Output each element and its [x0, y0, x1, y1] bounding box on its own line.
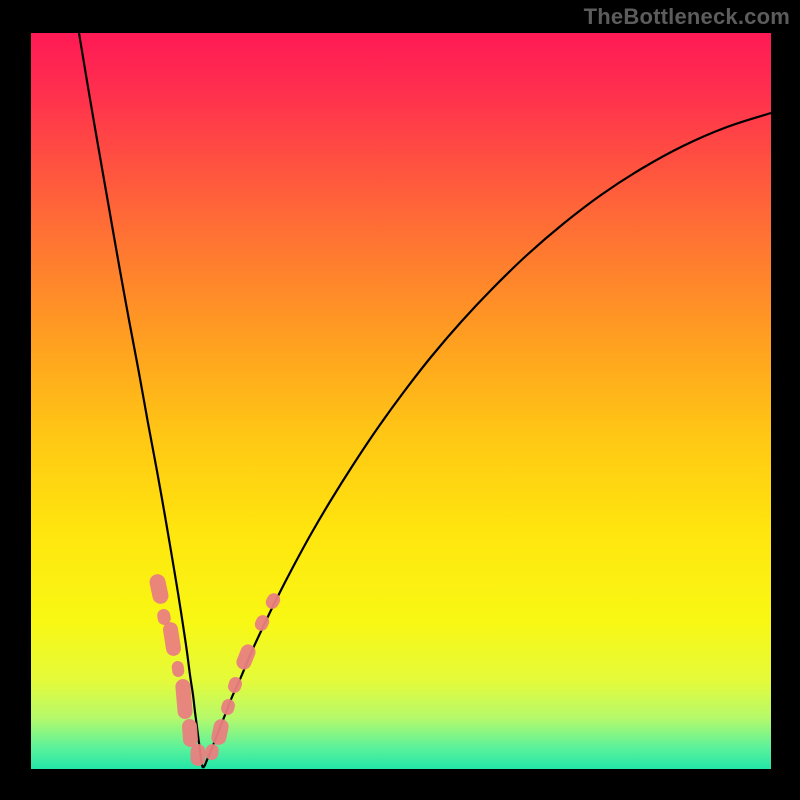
bottleneck-curve — [31, 33, 771, 769]
cluster-marker — [182, 719, 199, 748]
curve-left-branch — [79, 33, 203, 768]
cluster-marker — [162, 621, 182, 657]
plot-area — [31, 33, 771, 769]
cluster-marker — [191, 744, 206, 766]
watermark-text: TheBottleneck.com — [584, 4, 790, 30]
cluster-marker — [171, 660, 185, 677]
cluster-marker — [148, 573, 170, 606]
curve-right-branch — [203, 113, 771, 768]
chart-container: TheBottleneck.com — [0, 0, 800, 800]
cluster-marker — [210, 718, 230, 747]
cluster-marker — [220, 698, 237, 717]
